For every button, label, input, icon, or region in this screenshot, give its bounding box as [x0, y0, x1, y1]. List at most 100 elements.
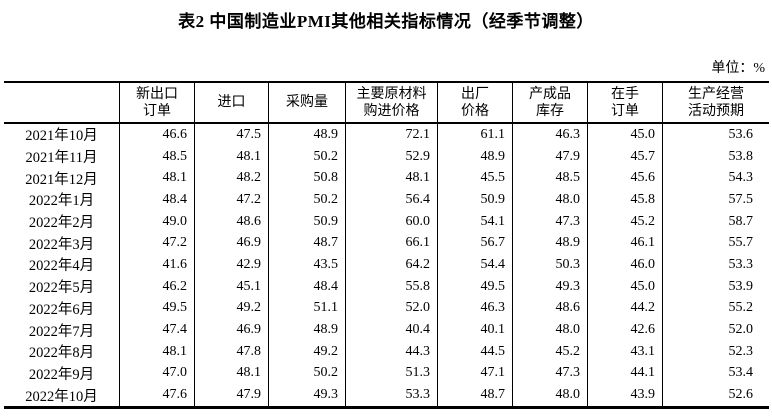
table-row: 2021年12月 48.1 48.2 50.8 48.1 45.5 48.5 45.6 54.3: [4, 167, 769, 190]
value-cell: 46.3: [513, 124, 588, 146]
value-cell: 44.1: [588, 362, 663, 385]
column-header-text: 价格: [461, 103, 489, 119]
value-cell: 46.9: [195, 232, 269, 255]
value-cell: 44.5: [438, 340, 513, 363]
value-cell: 48.9: [438, 145, 513, 168]
value-cell: 43.5: [269, 254, 346, 276]
column-header-orders-on-hand: 在手 订单: [588, 83, 663, 122]
value-cell: 48.9: [513, 232, 588, 255]
value-cell: 47.3: [513, 362, 588, 385]
value-cell: 48.9: [269, 319, 346, 341]
value-cell: 43.9: [588, 384, 663, 406]
column-header-text: 订单: [611, 103, 639, 119]
value-cell: 52.6: [728, 387, 754, 403]
value-cell: 45.7: [588, 145, 663, 168]
value-cell: 47.0: [120, 362, 195, 385]
value-cell: 52.3: [728, 343, 754, 359]
value-cell: 48.0: [513, 384, 588, 406]
value-cell: 48.1: [120, 340, 195, 363]
row-date: 2021年12月: [4, 167, 120, 190]
value-cell: 50.2: [269, 145, 346, 168]
table-row: 2021年11月 48.5 48.1 50.2 52.9 48.9 47.9 45.7 53.8: [4, 145, 769, 168]
value-cell: 48.1: [195, 362, 269, 385]
value-cell: 48.6: [513, 297, 588, 320]
value-cell: 45.1: [195, 275, 269, 298]
value-cell: 50.3: [513, 254, 588, 276]
value-cell: 49.5: [438, 275, 513, 298]
value-cell: 53.6: [728, 126, 754, 142]
value-cell: 40.4: [346, 319, 438, 341]
column-header-text: 在手: [611, 86, 639, 102]
value-cell: 52.9: [346, 145, 438, 168]
value-cell: 44.3: [346, 340, 438, 363]
value-cell: 51.3: [346, 362, 438, 385]
row-date: 2021年11月: [4, 145, 120, 168]
value-cell: 55.7: [728, 235, 754, 251]
row-date: 2022年9月: [4, 362, 120, 385]
table-row: 2022年1月 48.4 47.2 50.2 56.4 50.9 48.0 45.8 57.5: [4, 189, 769, 211]
value-cell: 48.5: [120, 145, 195, 168]
value-cell: 53.9: [728, 278, 754, 294]
value-cell: 48.0: [513, 319, 588, 341]
column-header-text: 购进价格: [363, 103, 420, 119]
value-cell: 48.9: [269, 124, 346, 146]
value-cell: 54.3: [728, 170, 754, 186]
value-cell: 43.1: [588, 340, 663, 363]
column-header-text: 订单: [143, 103, 171, 119]
value-cell: 45.8: [588, 189, 663, 211]
value-cell: 50.2: [269, 189, 346, 211]
value-cell: 53.3: [346, 384, 438, 406]
value-cell: 53.4: [728, 365, 754, 381]
row-date: 2022年2月: [4, 210, 120, 233]
column-header-text: 生产经营: [688, 86, 744, 102]
row-date: 2022年1月: [4, 189, 120, 211]
value-cell: 47.9: [195, 384, 269, 406]
value-cell: 56.7: [438, 232, 513, 255]
table-row: 2022年6月 49.5 49.2 51.1 52.0 46.3 48.6 44.2 55.2: [4, 297, 769, 320]
value-cell: 50.9: [269, 210, 346, 233]
value-cell: 48.2: [195, 167, 269, 190]
column-header-date: [4, 83, 120, 122]
value-cell: 48.1: [346, 167, 438, 190]
value-cell: 55.2: [728, 300, 754, 316]
value-cell: 41.6: [120, 254, 195, 276]
column-header-purchasing-volume: 采购量: [269, 83, 346, 122]
table-header-row: 新出口 订单 进口 采购量 主要原材料 购进价格 出厂 价格 产成品 库存 在手…: [4, 83, 769, 124]
table-row: 2021年10月 46.6 47.5 48.9 72.1 61.1 46.3 45.0 53.6: [4, 124, 769, 146]
row-date: 2022年4月: [4, 254, 120, 276]
value-cell: 47.3: [513, 210, 588, 233]
column-header-text: 主要原材料: [356, 86, 427, 102]
column-header-finished-goods-inventory: 产成品 库存: [513, 83, 588, 122]
value-cell: 54.1: [438, 210, 513, 233]
value-cell: 48.6: [195, 210, 269, 233]
column-header-ex-factory-prices: 出厂 价格: [438, 83, 513, 122]
value-cell: 42.6: [588, 319, 663, 341]
value-cell: 55.8: [346, 275, 438, 298]
row-date: 2022年7月: [4, 319, 120, 341]
table-title: 表2 中国制造业PMI其他相关指标情况（经季节调整）: [178, 12, 594, 31]
unit-label: 单位：%: [711, 61, 765, 76]
value-cell: 47.9: [513, 145, 588, 168]
row-date: 2022年8月: [4, 340, 120, 363]
row-date: 2021年10月: [4, 124, 120, 146]
value-cell: 46.6: [120, 124, 195, 146]
value-cell: 48.7: [438, 384, 513, 406]
value-cell: 47.8: [195, 340, 269, 363]
table-row: 2022年4月 41.6 42.9 43.5 64.2 54.4 50.3 46.0 53.3: [4, 254, 769, 276]
row-date: 2022年10月: [4, 384, 120, 406]
table-row: 2022年8月 48.1 47.8 49.2 44.3 44.5 45.2 43.1 52.3: [4, 340, 769, 363]
value-cell: 52.0: [728, 322, 754, 338]
row-date: 2022年3月: [4, 232, 120, 255]
value-cell: 46.0: [588, 254, 663, 276]
value-cell: 49.0: [120, 210, 195, 233]
row-date: 2022年6月: [4, 297, 120, 320]
value-cell: 50.2: [269, 362, 346, 385]
column-header-text: 出厂: [461, 86, 489, 102]
column-header-raw-material-prices: 主要原材料 购进价格: [346, 83, 438, 122]
column-header-imports: 进口: [195, 83, 269, 122]
value-cell: 48.1: [120, 167, 195, 190]
value-cell: 52.0: [346, 297, 438, 320]
value-cell: 48.7: [269, 232, 346, 255]
column-header-new-export-orders: 新出口 订单: [120, 83, 195, 122]
value-cell: 53.3: [728, 256, 754, 272]
